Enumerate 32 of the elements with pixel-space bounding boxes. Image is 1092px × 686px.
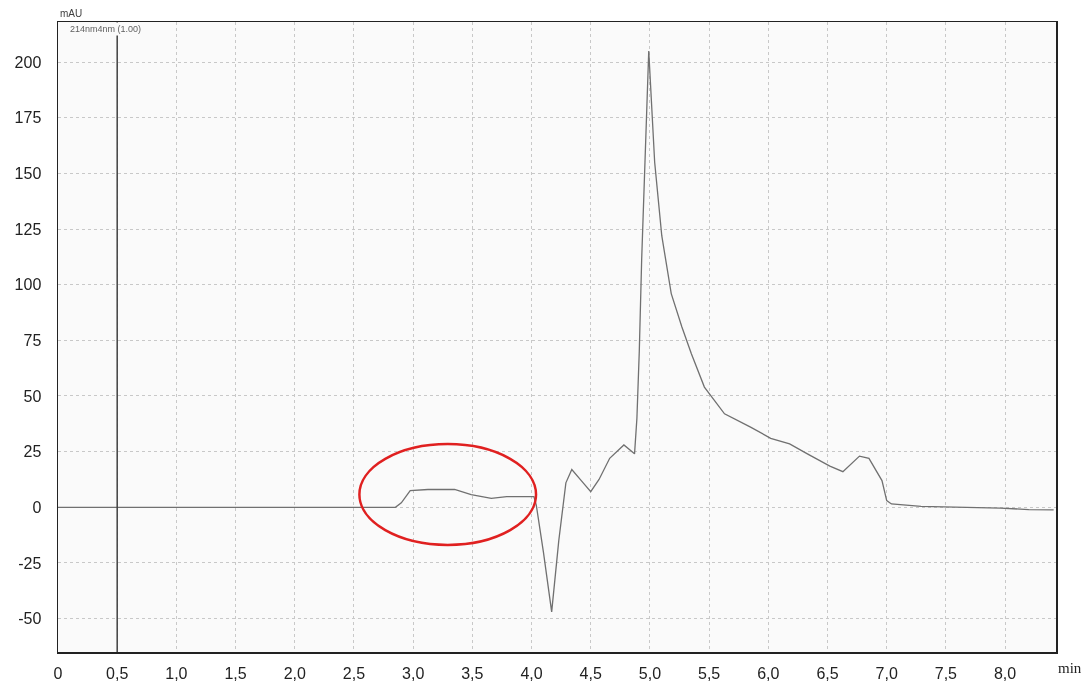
x-tick-label: 2,0 <box>283 664 306 682</box>
y-axis-title: mAU <box>60 8 83 19</box>
y-tick-label: 100 <box>14 276 42 294</box>
x-tick-label: 4,5 <box>579 664 602 682</box>
x-tick-label: 0 <box>53 664 63 682</box>
y-tick-label: 125 <box>14 220 42 238</box>
x-tick-label: 6,0 <box>757 664 780 682</box>
y-tick-label: -50 <box>18 610 42 628</box>
x-tick-label: 5,0 <box>638 664 662 682</box>
y-tick-label: -25 <box>18 554 42 572</box>
x-tick-label: 1,5 <box>224 664 247 682</box>
x-tick-label: 1,0 <box>165 664 188 682</box>
line-series <box>58 50 1055 613</box>
y-tick-label: 200 <box>14 53 42 71</box>
x-tick-label: 3,5 <box>461 664 484 682</box>
annotation: 214nm4nm (1.00) <box>70 24 142 34</box>
x-tick-label: 3,0 <box>402 664 425 682</box>
x-tick-label: 7,5 <box>934 664 958 682</box>
x-tick-label: 2,5 <box>342 664 366 682</box>
x-tick-label: 0,5 <box>106 664 129 682</box>
x-tick-label: 5,5 <box>698 664 721 682</box>
y-tick-label: 0 <box>32 498 42 516</box>
x-tick-label: 8,0 <box>993 664 1017 682</box>
x-tick-label: 6,5 <box>816 664 839 682</box>
y-tick-label: 25 <box>23 443 42 461</box>
y-tick-label: 50 <box>23 387 42 405</box>
x-tick-label: 7,0 <box>875 664 898 682</box>
x-axis-title: min <box>1058 660 1082 676</box>
y-tick-label: 75 <box>23 331 42 349</box>
y-tick-label: 150 <box>14 164 42 182</box>
x-tick-label: 4,0 <box>520 664 543 682</box>
y-tick-label: 175 <box>14 109 42 127</box>
